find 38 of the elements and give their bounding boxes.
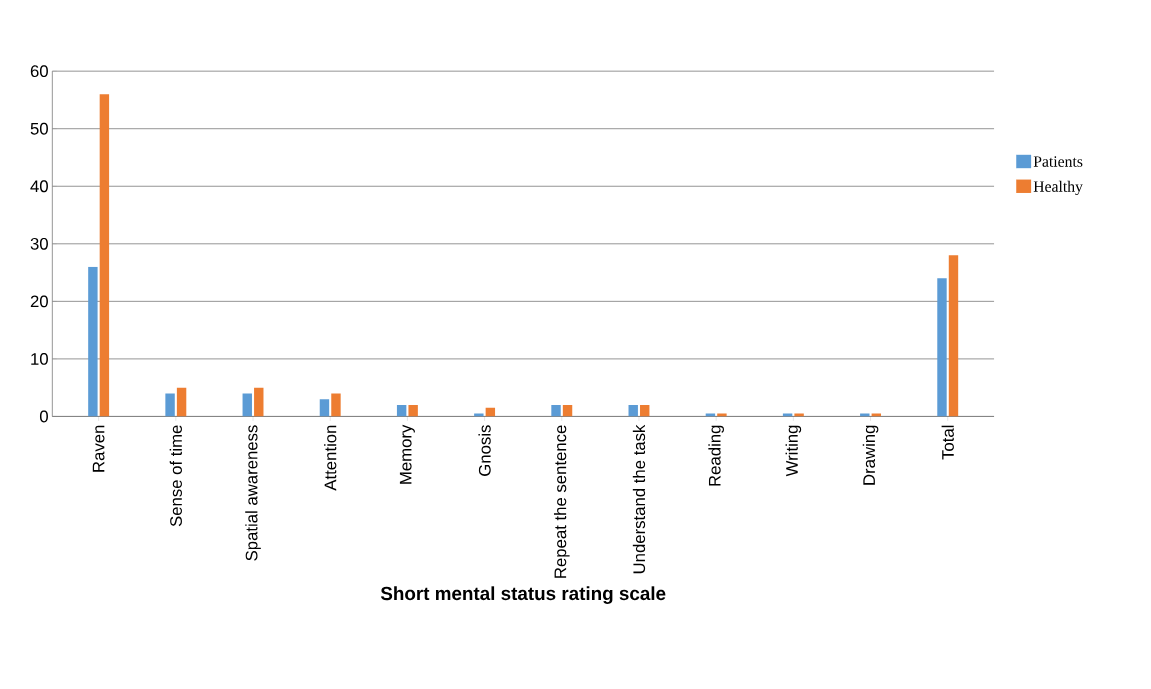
bar	[88, 267, 98, 417]
x-tick-label: Raven	[92, 425, 105, 472]
bar	[176, 387, 187, 417]
bar	[551, 405, 561, 417]
x-tick-label: Sense of time	[169, 425, 182, 527]
y-tick-label: 30	[30, 238, 48, 250]
bar	[396, 405, 407, 417]
bar	[319, 399, 330, 417]
x-tick-label: Reading	[708, 425, 724, 486]
bar	[99, 94, 110, 417]
legend-label: Patients	[1033, 156, 1083, 168]
bar	[937, 278, 947, 417]
x-tick-label: Writing	[785, 425, 802, 477]
x-tick-label: Total	[941, 425, 954, 460]
x-tick-label: Drawing	[862, 425, 879, 485]
x-tick-label: Understand the task	[632, 424, 646, 574]
x-tick-label: Memory	[399, 424, 415, 484]
bar	[562, 405, 573, 417]
y-tick-label: 50	[30, 123, 48, 135]
x-tick-label: Gnosis	[478, 425, 491, 477]
bar	[948, 255, 959, 417]
bar	[165, 393, 175, 417]
legend-label: Healthy	[1033, 181, 1083, 196]
bar	[254, 387, 264, 417]
bar	[331, 393, 341, 417]
y-tick-label: 0	[39, 410, 48, 423]
y-tick-label: 40	[30, 180, 48, 193]
x-tick-label: Attention	[324, 425, 337, 491]
x-axis-title: Short mental status rating scale	[380, 586, 666, 605]
bar	[640, 405, 650, 417]
bar	[242, 393, 252, 417]
x-tick-label: Spatial awareness	[245, 425, 261, 561]
y-tick-label: 10	[31, 353, 48, 366]
x-tick-label: Repeat the sentence	[553, 425, 570, 578]
y-tick-label: 20	[30, 295, 48, 308]
bar	[628, 405, 638, 417]
y-tick-label: 60	[30, 65, 48, 78]
bar	[408, 405, 418, 417]
